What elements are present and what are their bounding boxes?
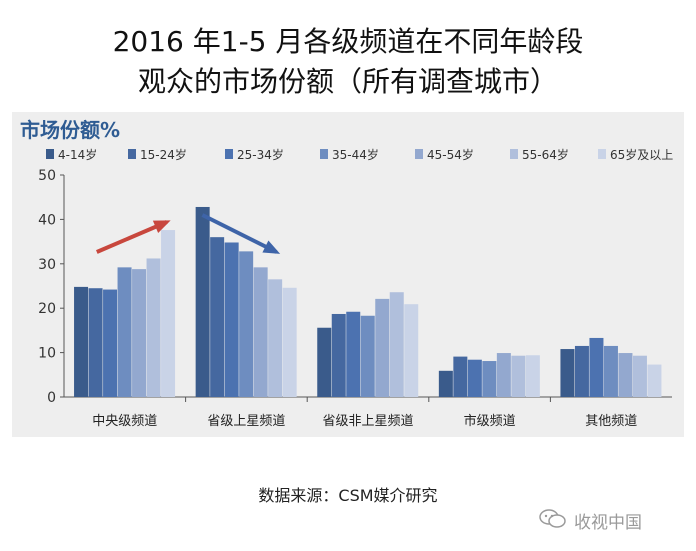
bar bbox=[117, 267, 132, 397]
bar bbox=[574, 345, 589, 397]
bar bbox=[317, 327, 332, 397]
bar bbox=[603, 345, 618, 397]
legend-swatch bbox=[415, 149, 423, 159]
bar bbox=[467, 359, 482, 397]
trend-up-arrow-head bbox=[152, 220, 171, 234]
legend-label: 25-34岁 bbox=[237, 147, 284, 162]
bar bbox=[268, 279, 283, 397]
chart-title-line1: 2016 年1-5 月各级频道在不同年龄段 bbox=[112, 25, 584, 58]
chart-title-line2: 观众的市场份额（所有调查城市） bbox=[137, 65, 558, 98]
bar bbox=[647, 364, 662, 397]
bar bbox=[438, 370, 453, 397]
bar bbox=[146, 258, 161, 397]
legend-swatch bbox=[320, 149, 328, 159]
bar bbox=[589, 337, 604, 397]
trend-up-arrow-shaft bbox=[96, 220, 168, 254]
y-axis-title: 市场份额% bbox=[20, 118, 120, 142]
bar bbox=[482, 361, 497, 397]
legend-swatch bbox=[225, 149, 233, 159]
bar bbox=[360, 315, 375, 397]
bar bbox=[282, 287, 297, 397]
trend-down-arrow-head bbox=[262, 240, 281, 254]
bar bbox=[496, 353, 511, 397]
legend-label: 4-14岁 bbox=[58, 147, 97, 162]
legend-swatch bbox=[510, 149, 518, 159]
bar bbox=[88, 288, 103, 397]
bar bbox=[132, 269, 147, 397]
bar-chart: 市场份额% 4-14岁 15-24岁 25-34岁 35-44岁 45-54岁 55-64岁… bbox=[20, 118, 673, 429]
x-tick-label: 省级非上星频道 bbox=[322, 414, 413, 429]
legend-label: 55-64岁 bbox=[522, 147, 569, 162]
source-note: 数据来源：CSM媒介研究 bbox=[258, 486, 438, 505]
y-tick-label: 50 bbox=[38, 168, 56, 184]
y-tick-label: 30 bbox=[38, 257, 56, 273]
legend-swatch bbox=[46, 149, 54, 159]
bar bbox=[346, 311, 361, 397]
bar bbox=[253, 267, 268, 397]
legend-label: 15-24岁 bbox=[140, 147, 187, 162]
x-tick-label: 中央级频道 bbox=[92, 414, 157, 429]
bar bbox=[389, 292, 404, 397]
bar bbox=[210, 237, 225, 397]
bar bbox=[239, 251, 254, 397]
bar bbox=[453, 356, 468, 397]
bar bbox=[375, 298, 390, 397]
trend-down-arrow-shaft bbox=[201, 213, 278, 254]
watermark-text: 收视中国 bbox=[574, 513, 642, 533]
bar bbox=[511, 355, 526, 397]
bar bbox=[632, 355, 647, 397]
y-tick-label: 20 bbox=[38, 301, 56, 317]
legend-swatch bbox=[128, 149, 136, 159]
chart-panel: 市场份额% 4-14岁 15-24岁 25-34岁 35-44岁 45-54岁 55-64岁… bbox=[12, 112, 684, 437]
bar bbox=[74, 286, 89, 397]
bar bbox=[618, 353, 633, 397]
wechat-icon bbox=[539, 509, 566, 528]
bar bbox=[195, 206, 210, 397]
x-tick-label: 其他频道 bbox=[585, 414, 637, 429]
chart-title: 2016 年1-5 月各级频道在不同年龄段 观众的市场份额（所有调查城市） bbox=[0, 22, 696, 102]
x-tick-label: 省级上星频道 bbox=[207, 414, 285, 429]
y-tick-label: 0 bbox=[47, 390, 56, 406]
y-tick-label: 10 bbox=[38, 346, 56, 362]
bar bbox=[103, 289, 118, 397]
bar bbox=[404, 304, 419, 397]
bar bbox=[331, 313, 346, 397]
legend-label: 35-44岁 bbox=[332, 147, 379, 162]
bar bbox=[525, 355, 540, 397]
bar bbox=[560, 349, 575, 397]
x-tick-label: 市级频道 bbox=[464, 413, 516, 429]
watermark: 收视中国 bbox=[538, 506, 688, 533]
bar bbox=[161, 230, 176, 397]
bar bbox=[224, 242, 239, 397]
legend-label: 45-54岁 bbox=[427, 147, 474, 162]
legend-swatch bbox=[598, 149, 606, 159]
legend-label: 65岁及以上 bbox=[610, 147, 673, 162]
y-tick-label: 40 bbox=[38, 212, 56, 228]
